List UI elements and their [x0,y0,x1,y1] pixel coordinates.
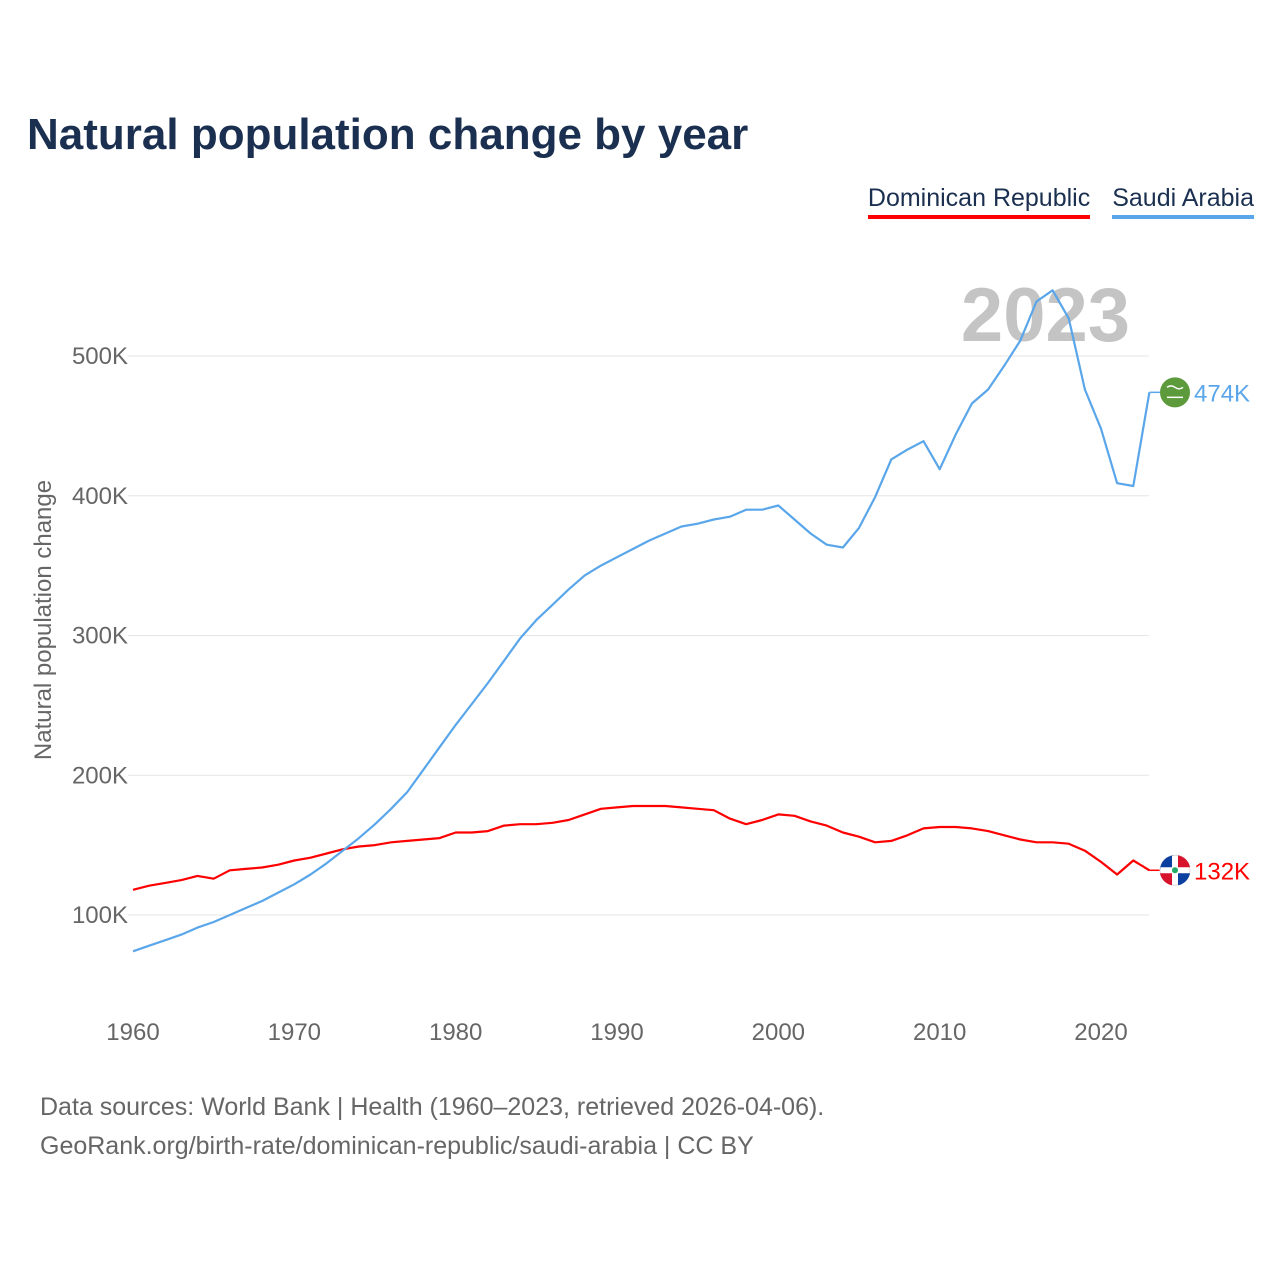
end-value-label-saudi-arabia: 474K [1194,380,1250,407]
y-tick-label: 200K [72,762,128,789]
flag-quadrant [1160,873,1172,886]
y-tick-label: 100K [72,902,128,929]
x-tick-label: 1970 [268,1019,321,1046]
x-tick-label: 2020 [1074,1019,1127,1046]
chart-title: Natural population change by year [27,110,749,159]
source-line-1: Data sources: World Bank | Health (1960–… [40,1093,825,1121]
flag-quadrant [1178,855,1190,868]
flag-circle [1160,377,1190,408]
x-tick-label: 1980 [429,1019,482,1046]
flag-quadrant [1178,873,1190,886]
legend-item-dominican-republic[interactable]: Dominican Republic [867,184,1091,219]
flag-emblem [1172,867,1178,874]
series-line-dominican-republic [132,804,1150,891]
legend-item-saudi-arabia[interactable]: Saudi Arabia [1112,184,1254,219]
series-line-saudi-arabia [132,289,1151,953]
source-note: Data sources: World Bank | Health (1960–… [40,1088,824,1166]
y-axis-label: Natural population change [30,480,57,760]
year-watermark: 2023 [961,273,1130,358]
x-tick-label: 1990 [590,1019,643,1046]
flag-script [1166,385,1184,390]
flag-quadrant [1160,855,1175,871]
y-tick-label: 500K [72,343,128,370]
x-tick-label: 2000 [752,1019,805,1046]
flag-icon-saudi-arabia [1160,377,1190,408]
source-line-2[interactable]: GeoRank.org/birth-rate/dominican-republi… [40,1132,754,1160]
end-value-label-dominican-republic: 132K [1194,858,1250,885]
x-tick-label: 2010 [913,1019,966,1046]
flag-icon-dominican-republic [1159,854,1191,886]
y-tick-label: 400K [72,483,128,510]
legend: Dominican Republic Saudi Arabia [867,184,1254,219]
x-tick-label: 1960 [106,1019,159,1046]
y-tick-label: 300K [72,623,128,650]
